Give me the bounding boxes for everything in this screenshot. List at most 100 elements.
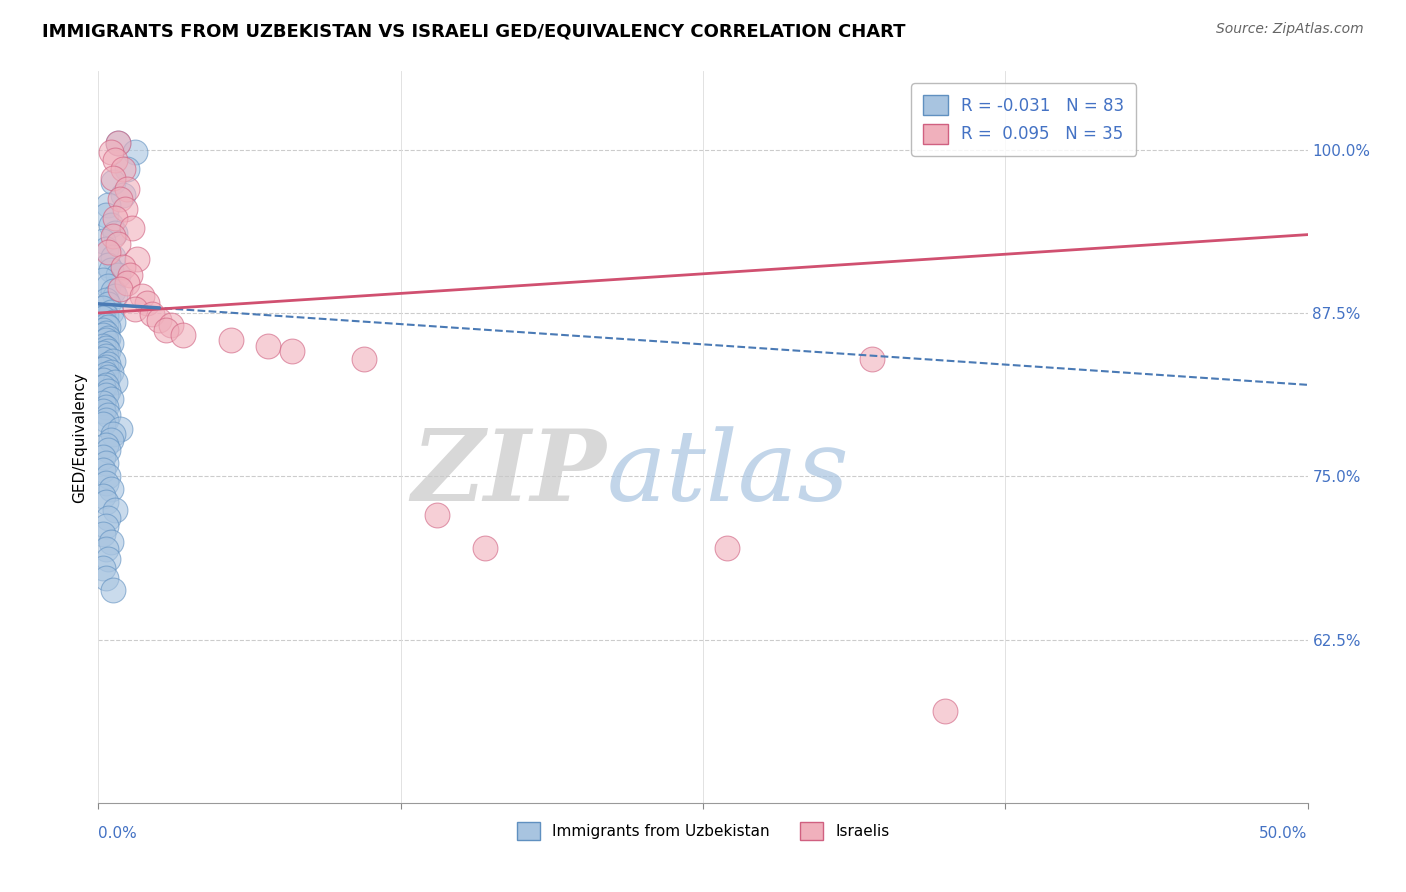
Point: [91, 526, 114, 541]
Point: [91, 328, 114, 343]
Point: [100, 365, 122, 379]
Point: [94, 388, 117, 402]
Point: [94, 208, 117, 222]
Point: [101, 175, 124, 189]
Point: [94, 293, 117, 307]
Point: [91, 346, 114, 360]
Point: [94, 413, 117, 427]
Point: [94, 571, 117, 585]
Point: [91, 560, 114, 574]
Point: [97, 469, 120, 483]
Point: [100, 433, 122, 447]
Point: [94, 542, 117, 557]
Point: [91, 373, 114, 387]
Point: [91, 301, 114, 315]
Point: [108, 422, 131, 436]
Point: [934, 705, 956, 719]
Point: [91, 417, 114, 431]
Point: [100, 263, 122, 277]
Point: [118, 268, 141, 282]
Point: [221, 334, 243, 348]
Point: [100, 336, 122, 351]
Point: [97, 331, 120, 345]
Point: [91, 362, 114, 376]
Point: [101, 250, 124, 264]
Text: Source: ZipAtlas.com: Source: ZipAtlas.com: [1216, 22, 1364, 37]
Point: [426, 508, 449, 523]
Point: [111, 188, 134, 202]
Point: [94, 318, 117, 332]
Text: 50.0%: 50.0%: [1260, 826, 1308, 841]
Point: [104, 153, 127, 168]
Point: [94, 341, 117, 355]
Point: [100, 392, 122, 407]
Text: atlas: atlas: [606, 426, 849, 521]
Point: [94, 326, 117, 340]
Point: [94, 309, 117, 323]
Point: [94, 519, 117, 533]
Point: [91, 311, 114, 326]
Point: [94, 242, 117, 256]
Point: [91, 234, 114, 248]
Point: [111, 260, 134, 275]
Point: [94, 334, 117, 348]
Point: [107, 268, 129, 282]
Point: [124, 145, 146, 160]
Point: [100, 534, 122, 549]
Point: [91, 323, 114, 337]
Point: [353, 351, 375, 366]
Point: [716, 541, 738, 555]
Point: [101, 171, 124, 186]
Point: [91, 404, 114, 418]
Point: [117, 182, 139, 196]
Point: [108, 193, 131, 207]
Text: 0.0%: 0.0%: [98, 826, 138, 841]
Point: [97, 197, 120, 211]
Point: [107, 136, 129, 151]
Y-axis label: GED/Equivalency: GED/Equivalency: [72, 372, 87, 502]
Point: [172, 328, 194, 343]
Point: [101, 582, 124, 597]
Point: [474, 541, 496, 555]
Point: [160, 318, 183, 332]
Point: [124, 301, 146, 317]
Point: [91, 450, 114, 464]
Point: [141, 307, 163, 321]
Point: [101, 284, 124, 298]
Point: [114, 202, 136, 216]
Point: [94, 368, 117, 382]
Point: [91, 351, 114, 366]
Point: [91, 339, 114, 353]
Point: [97, 384, 120, 399]
Point: [97, 511, 120, 525]
Point: [101, 354, 124, 368]
Text: ZIP: ZIP: [412, 425, 606, 522]
Point: [94, 400, 117, 414]
Point: [101, 228, 124, 243]
Point: [104, 289, 127, 303]
Point: [97, 370, 120, 384]
Point: [94, 456, 117, 470]
Point: [97, 297, 120, 311]
Point: [111, 162, 134, 177]
Point: [94, 475, 117, 490]
Point: [256, 339, 278, 353]
Point: [97, 278, 120, 293]
Point: [860, 351, 883, 366]
Point: [117, 276, 139, 290]
Point: [101, 427, 124, 442]
Point: [94, 495, 117, 509]
Point: [117, 162, 139, 177]
Text: IMMIGRANTS FROM UZBEKISTAN VS ISRAELI GED/EQUIVALENCY CORRELATION CHART: IMMIGRANTS FROM UZBEKISTAN VS ISRAELI GE…: [42, 22, 905, 40]
Point: [131, 289, 153, 303]
Point: [94, 359, 117, 374]
Point: [97, 357, 120, 371]
Point: [107, 236, 129, 251]
Point: [104, 376, 127, 390]
Point: [94, 349, 117, 363]
Point: [281, 343, 304, 358]
Point: [91, 489, 114, 503]
Point: [127, 252, 149, 267]
Point: [155, 323, 177, 337]
Point: [104, 211, 127, 225]
